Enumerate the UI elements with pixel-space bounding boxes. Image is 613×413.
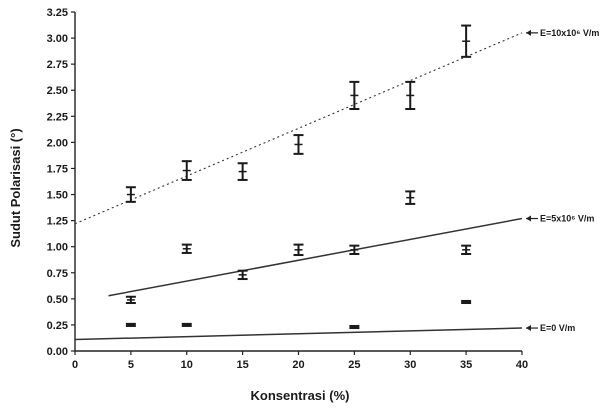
data-point bbox=[237, 269, 248, 281]
data-point bbox=[461, 244, 472, 255]
y-tick-label: 3.25 bbox=[47, 7, 68, 19]
y-tick-label: 0.75 bbox=[47, 268, 68, 280]
series-label: E=5x10⁶ V/m bbox=[540, 214, 594, 224]
y-tick-label: 0.00 bbox=[47, 346, 68, 358]
y-tick-label: 1.50 bbox=[47, 190, 68, 202]
x-axis-title: Konsentrasi (%) bbox=[251, 388, 350, 403]
x-tick-label: 10 bbox=[181, 359, 193, 371]
data-point bbox=[237, 162, 248, 181]
data-point bbox=[181, 322, 192, 327]
data-point bbox=[349, 244, 360, 255]
fit-lines bbox=[74, 32, 523, 341]
fit-line bbox=[74, 327, 523, 341]
series-label: E=10x10⁶ V/m bbox=[540, 28, 599, 38]
data-points bbox=[125, 24, 472, 330]
y-ticks: 0.00 0.25 0.50 0.75 1.00 1.25 1.50 1.75 2.00 2.25… bbox=[47, 7, 75, 358]
y-tick-label: 1.75 bbox=[47, 163, 68, 175]
y-tick-label: 2.25 bbox=[47, 111, 68, 123]
x-tick-label: 15 bbox=[237, 359, 249, 371]
series-label: E=0 V/m bbox=[540, 323, 575, 333]
y-tick-label: 2.00 bbox=[47, 137, 68, 149]
data-point bbox=[181, 243, 192, 254]
annotation-arrowhead bbox=[526, 29, 531, 36]
fit-line bbox=[74, 32, 523, 225]
fit-line bbox=[108, 217, 523, 297]
x-tick-label: 40 bbox=[516, 359, 528, 371]
x-ticks: 0 5 10 15 20 25 30 35 40 bbox=[72, 351, 528, 371]
x-tick-label: 35 bbox=[460, 359, 472, 371]
annotation-arrowhead bbox=[526, 215, 531, 222]
annotation-arrowhead bbox=[526, 325, 531, 332]
y-axis-title: Sudut Polarisasi (°) bbox=[8, 128, 23, 247]
data-point bbox=[181, 160, 192, 181]
data-point bbox=[293, 243, 304, 257]
data-point bbox=[125, 186, 136, 203]
y-tick-label: 3.00 bbox=[47, 33, 68, 45]
data-point bbox=[461, 299, 472, 305]
data-point bbox=[125, 295, 136, 305]
y-tick-label: 0.25 bbox=[47, 320, 68, 332]
x-tick-label: 25 bbox=[348, 359, 360, 371]
x-tick-label: 30 bbox=[404, 359, 416, 371]
y-tick-label: 1.00 bbox=[47, 242, 68, 254]
data-point bbox=[349, 324, 360, 330]
y-tick-label: 2.50 bbox=[47, 85, 68, 97]
axes bbox=[74, 12, 522, 352]
data-point bbox=[461, 24, 472, 58]
x-tick-label: 0 bbox=[72, 359, 78, 371]
series-annotations: E=10x10⁶ V/m E=5x10⁶ V/m E=0 V/m bbox=[526, 28, 599, 333]
data-point bbox=[125, 322, 136, 327]
y-tick-label: 2.75 bbox=[47, 59, 68, 71]
data-point bbox=[349, 80, 360, 111]
data-point bbox=[293, 134, 304, 155]
data-point bbox=[405, 190, 416, 205]
x-tick-label: 5 bbox=[128, 359, 134, 371]
y-tick-label: 0.50 bbox=[47, 294, 68, 306]
y-tick-label: 1.25 bbox=[47, 216, 68, 228]
x-tick-label: 20 bbox=[292, 359, 304, 371]
data-point bbox=[405, 80, 416, 111]
